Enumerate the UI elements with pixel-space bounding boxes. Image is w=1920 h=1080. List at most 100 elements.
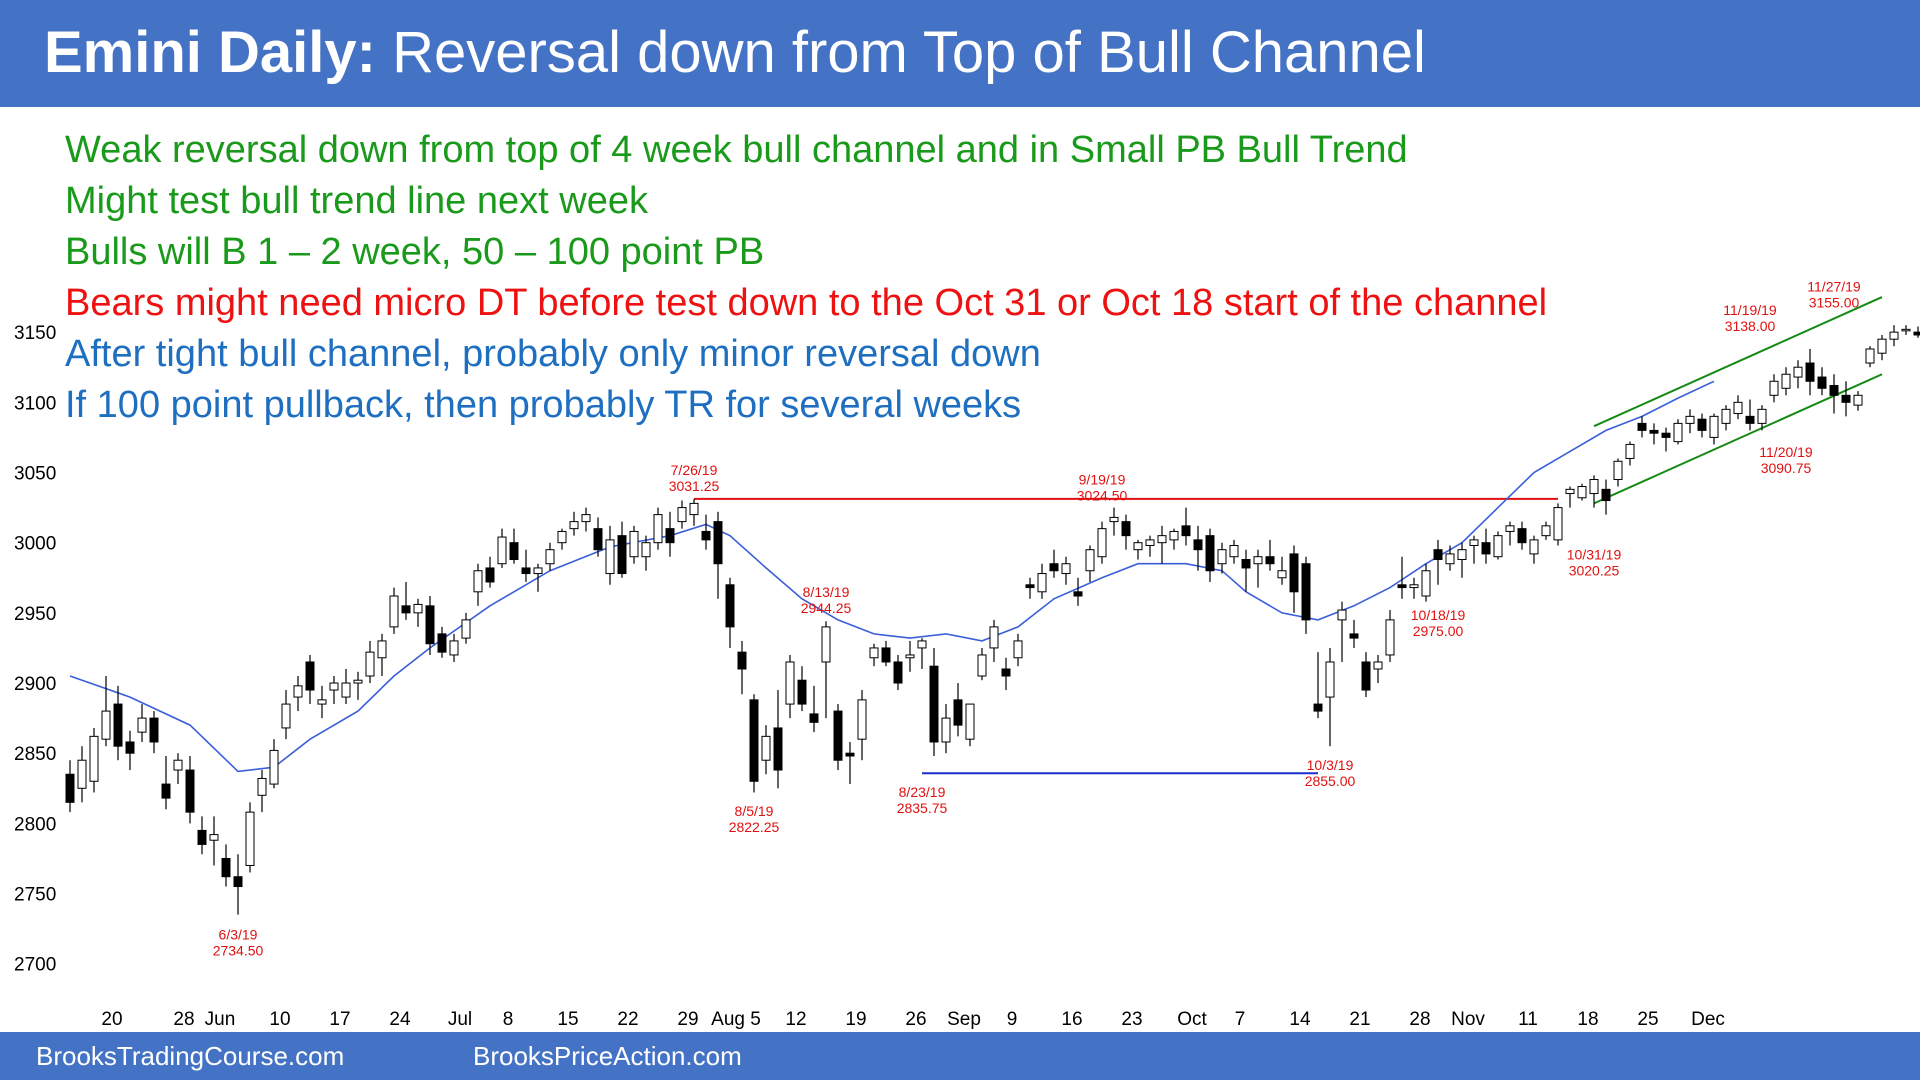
y-tick-label: 2700 <box>14 955 56 976</box>
x-tick-label: Nov <box>1451 1009 1485 1030</box>
annotation-price: 3024.50 <box>1077 487 1128 503</box>
annotation-price: 2855.00 <box>1305 773 1356 789</box>
candles-group <box>65 325 1920 915</box>
candle-body <box>1349 633 1359 639</box>
candle <box>1025 577 1035 599</box>
candle-body <box>1469 539 1479 546</box>
y-tick-label: 3050 <box>14 464 56 485</box>
candle <box>365 640 375 684</box>
candle <box>581 507 591 532</box>
candle <box>185 756 195 824</box>
candle-body <box>1661 432 1671 438</box>
candle-body <box>569 521 579 530</box>
candle <box>353 671 363 700</box>
candle <box>1865 346 1875 368</box>
candle <box>1109 507 1119 536</box>
candle-body <box>509 542 519 561</box>
candle <box>1457 542 1467 578</box>
candle-body <box>1133 542 1143 551</box>
candle-body <box>1013 640 1023 659</box>
candle-body <box>713 521 723 565</box>
candle <box>1253 549 1263 588</box>
candle <box>737 640 747 695</box>
candle <box>1661 427 1671 452</box>
candle <box>305 654 315 705</box>
x-tick-label: 17 <box>329 1009 350 1030</box>
candle-body <box>989 626 999 649</box>
x-tick-label: 19 <box>845 1009 866 1030</box>
candle <box>749 694 759 793</box>
candle-body <box>653 514 663 544</box>
y-tick-label: 2750 <box>14 885 56 906</box>
candle <box>665 511 675 557</box>
candle-body <box>665 528 675 544</box>
candle <box>77 746 87 803</box>
candle-body <box>689 502 699 516</box>
candle <box>269 739 279 789</box>
candle <box>785 654 795 719</box>
candle-body <box>1289 553 1299 593</box>
candle <box>1709 413 1719 445</box>
candle <box>161 756 171 810</box>
candle <box>1493 531 1503 560</box>
candle <box>521 549 531 582</box>
x-tick-label: 26 <box>905 1009 926 1030</box>
candle <box>653 507 663 550</box>
candle <box>905 640 915 672</box>
candle <box>569 511 579 536</box>
x-tick-label: 9 <box>1007 1009 1018 1030</box>
candle <box>1397 556 1407 599</box>
x-tick-label: 23 <box>1121 1009 1142 1030</box>
annotation-date: 11/19/19 <box>1723 302 1777 318</box>
x-tick-label: 28 <box>1409 1009 1430 1030</box>
candle <box>929 647 939 757</box>
candle-body <box>1493 535 1503 558</box>
candle-body <box>1541 525 1551 537</box>
candle-body <box>737 651 747 670</box>
x-tick-label: 24 <box>389 1009 411 1030</box>
candle <box>1313 652 1323 719</box>
candle-body <box>1313 703 1323 712</box>
candle <box>377 633 387 677</box>
candle-body <box>1121 521 1131 537</box>
annotation-price: 3020.25 <box>1569 563 1620 579</box>
candle <box>485 556 495 588</box>
candle-body <box>833 710 843 761</box>
candle-body <box>1601 488 1611 502</box>
ema-line <box>69 380 1715 773</box>
candle-body <box>1217 549 1227 565</box>
commentary-notes: Weak reversal down from top of 4 week bu… <box>65 125 1547 431</box>
x-tick-label: 15 <box>557 1009 578 1030</box>
candle-body <box>1505 525 1515 532</box>
candle-body <box>1361 661 1371 691</box>
candle <box>1565 486 1575 508</box>
candle <box>533 563 543 592</box>
x-tick-label: 22 <box>617 1009 638 1030</box>
candle <box>1721 405 1731 431</box>
candle <box>1145 535 1155 557</box>
candle-body <box>1301 563 1311 621</box>
candle-body <box>1061 563 1071 575</box>
candle <box>1085 545 1095 582</box>
candle <box>1589 475 1599 508</box>
annotation-date: 10/3/19 <box>1307 757 1354 773</box>
candle-body <box>65 773 75 803</box>
candle-body <box>1529 539 1539 555</box>
candle <box>809 685 819 733</box>
x-tick-label: Jun <box>205 1009 236 1030</box>
candle-body <box>581 514 591 523</box>
candle-body <box>1109 516 1119 523</box>
candle <box>1385 610 1395 662</box>
x-tick-label: 14 <box>1289 1009 1311 1030</box>
candle <box>281 690 291 740</box>
candle-body <box>641 542 651 558</box>
candle-body <box>1781 373 1791 389</box>
note-line: Bears might need micro DT before test do… <box>65 282 1548 324</box>
candle-body <box>1145 539 1155 546</box>
candle <box>917 638 927 669</box>
candle-body <box>113 703 123 747</box>
candle <box>641 535 651 571</box>
candle <box>1037 563 1047 599</box>
candle <box>1409 577 1419 599</box>
candle <box>1277 556 1287 585</box>
